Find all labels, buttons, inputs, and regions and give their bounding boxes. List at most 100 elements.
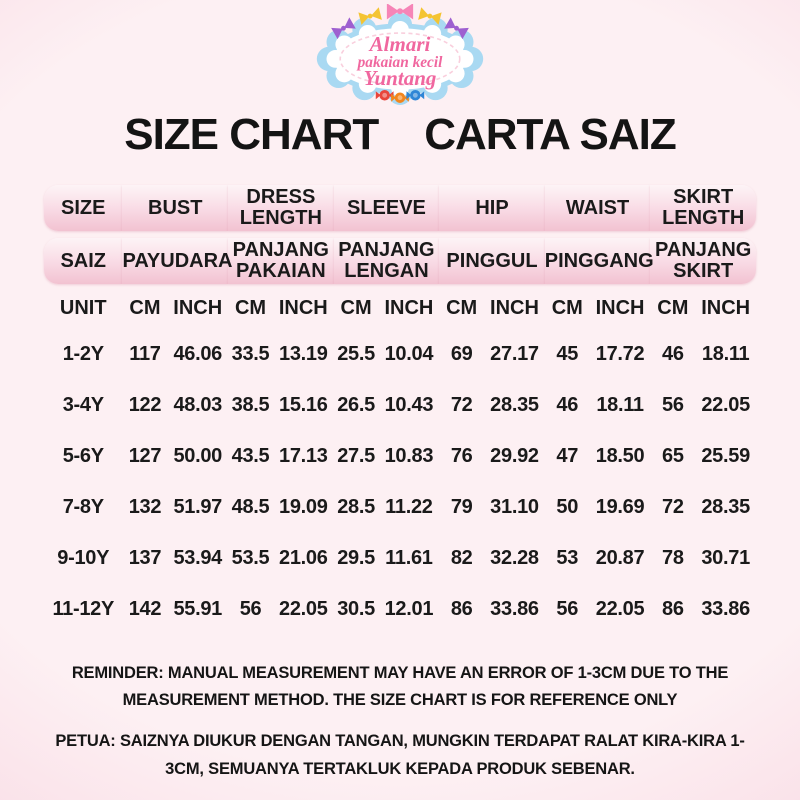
header-bust: BUST — [122, 185, 229, 231]
dress-length-inch: 22.05 — [279, 597, 328, 620]
skirt-length-cm: 78 — [662, 546, 684, 569]
reminder-note: REMINDER: MANUAL MEASUREMENT MAY HAVE AN… — [71, 664, 729, 710]
skirt-length-cm: 72 — [662, 495, 684, 518]
logo-line-3: Yuntang — [364, 66, 437, 90]
waist-cm: 46 — [556, 393, 579, 416]
size-table: SIZE BUST DRESS LENGTH SLEEVE HIP WAIST … — [44, 178, 756, 638]
header-dress-length: DRESS LENGTH — [228, 185, 334, 231]
sleeve-inch: 12.01 — [384, 597, 434, 620]
waist-cm: 47 — [556, 444, 579, 467]
hip-cm: 79 — [450, 495, 473, 518]
waist-inch-label: INCH — [595, 296, 645, 319]
dress-length-cm: 38.5 — [231, 393, 270, 416]
skirt-length-inch: 22.05 — [701, 393, 750, 416]
sleeve-cm-label: CM — [340, 296, 372, 319]
sleeve-inch: 10.43 — [384, 393, 434, 416]
logo-line-2: pakaian kecil — [356, 54, 443, 71]
waist-cm: 45 — [556, 342, 579, 365]
page-title-ms: CARTA SAIZ — [424, 110, 677, 159]
hip-cm: 72 — [450, 393, 473, 416]
sleeve-cm: 28.5 — [337, 495, 375, 518]
waist-cm-label: CM — [551, 296, 583, 319]
sleeve-cm: 27.5 — [337, 444, 375, 467]
table-row: 3-4Y 122 48.03 38.5 15.16 26.5 10.43 72 … — [44, 383, 756, 427]
header-skirt-length: SKIRT LENGTH — [650, 185, 756, 231]
bust-inch: 55.91 — [173, 597, 222, 620]
hip-inch: 29.92 — [490, 444, 539, 467]
logo-pink-ring — [339, 32, 461, 86]
hip-inch: 27.17 — [490, 342, 539, 365]
header-panjang-lengan: PANJANG LENGAN — [333, 238, 440, 284]
sleeve-inch: 10.04 — [384, 342, 434, 365]
header-row-ms: SAIZ PAYUDARA PANJANG PAKAIAN PANJANG LE… — [44, 238, 756, 284]
bust-inch: 48.03 — [173, 393, 222, 416]
bust-cm: 132 — [128, 495, 162, 518]
hip-inch: 33.86 — [490, 597, 539, 620]
waist-inch: 18.11 — [596, 393, 644, 416]
skirt-length-cm: 86 — [662, 597, 684, 620]
skirt-length-inch: 28.35 — [701, 495, 750, 518]
table-row: 11-12Y 142 55.91 56 22.05 30.5 12.01 86 … — [44, 587, 756, 631]
bust-inch: 46.06 — [173, 342, 222, 365]
size-table-container: SIZE BUST DRESS LENGTH SLEEVE HIP WAIST … — [0, 160, 800, 638]
sleeve-cm: 29.5 — [337, 546, 375, 569]
skirt-length-cm: 56 — [662, 393, 684, 416]
size-label: 7-8Y — [62, 495, 104, 518]
hip-cm: 76 — [450, 444, 473, 467]
bust-inch: 50.00 — [173, 444, 222, 467]
skirt-length-inch: 30.71 — [701, 546, 750, 569]
header-pinggul: PINGGUL — [439, 238, 545, 284]
size-label: 1-2Y — [62, 342, 104, 365]
cloud-scallops-inner — [326, 20, 474, 97]
dress-length-inch-label: INCH — [278, 296, 328, 319]
sleeve-inch: 11.61 — [385, 546, 433, 569]
logo-line-1: Almari — [368, 32, 431, 56]
bow-icon — [358, 7, 382, 25]
size-label: 3-4Y — [62, 393, 104, 416]
table-row: 1-2Y 117 46.06 33.5 13.19 25.5 10.04 69 … — [44, 332, 756, 376]
dress-length-inch: 19.09 — [279, 495, 328, 518]
bust-inch-label: INCH — [173, 296, 223, 319]
waist-inch: 18.50 — [595, 444, 645, 467]
waist-inch: 19.69 — [595, 495, 645, 518]
bust-cm: 127 — [128, 444, 162, 467]
header-saiz: SAIZ — [44, 238, 123, 284]
waist-inch: 17.72 — [595, 342, 645, 365]
table-row: 9-10Y 137 53.94 53.5 21.06 29.5 11.61 82… — [44, 536, 756, 580]
sleeve-inch: 10.83 — [384, 444, 434, 467]
table-row: 5-6Y 127 50.00 43.5 17.13 27.5 10.83 76 … — [44, 434, 756, 478]
hip-cm: 86 — [450, 597, 473, 620]
page-title-en: SIZE CHART — [124, 110, 379, 159]
bust-cm-label: CM — [129, 296, 161, 319]
skirt-length-cm-label: CM — [657, 296, 689, 319]
dress-length-cm: 43.5 — [231, 444, 270, 467]
dress-length-inch: 13.19 — [279, 342, 328, 365]
waist-cm: 56 — [556, 597, 579, 620]
bust-inch: 53.94 — [173, 546, 222, 569]
brand-logo: Almari pakaian kecil Yuntang — [0, 0, 800, 108]
waist-cm: 53 — [556, 546, 579, 569]
hip-cm-label: CM — [446, 296, 478, 319]
bust-inch: 51.97 — [173, 495, 222, 518]
header-panjang-skirt: PANJANG SKIRT — [650, 238, 756, 284]
hip-inch-label: INCH — [490, 296, 539, 319]
bust-cm: 122 — [128, 393, 162, 416]
dress-length-inch: 21.06 — [279, 546, 328, 569]
candy-icon — [406, 90, 425, 101]
hip-inch: 32.28 — [490, 546, 539, 569]
hip-inch: 28.35 — [490, 393, 539, 416]
bust-cm: 137 — [128, 546, 162, 569]
petua-note: PETUA: SAIZNYA DIUKUR DENGAN TANGAN, MUN… — [55, 732, 745, 778]
skirt-length-cm: 65 — [662, 444, 684, 467]
dress-length-cm: 53.5 — [231, 546, 270, 569]
bust-cm: 142 — [128, 597, 162, 620]
waist-inch: 22.05 — [595, 597, 645, 620]
header-payudara: PAYUDARA — [122, 238, 233, 284]
header-row-en: SIZE BUST DRESS LENGTH SLEEVE HIP WAIST … — [44, 185, 756, 231]
bow-icon — [444, 17, 469, 40]
dress-length-cm-label: CM — [234, 296, 267, 319]
unit-row: UNIT CM INCH CM INCH CM INCH CM INCH CM … — [44, 291, 756, 325]
dress-length-inch: 15.16 — [279, 393, 328, 416]
dress-length-cm: 48.5 — [231, 495, 270, 518]
